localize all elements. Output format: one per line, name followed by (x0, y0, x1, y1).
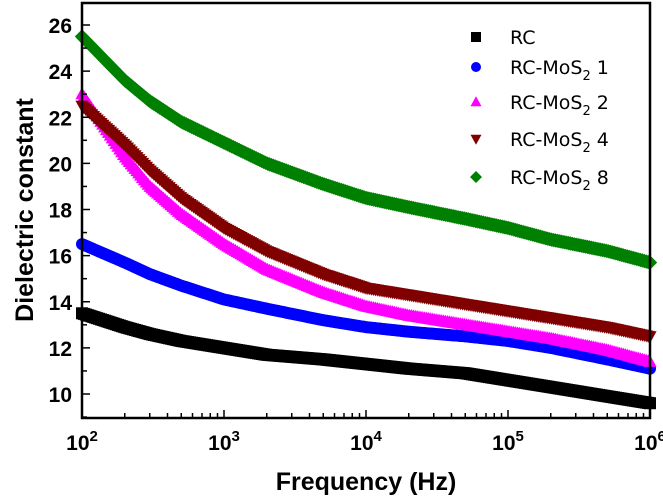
legend-marker-triangle-up (470, 96, 482, 107)
y-tick-label: 22 (49, 107, 72, 130)
legend-label: RC-MoS2 4 (510, 129, 609, 156)
y-tick-label: 26 (49, 15, 72, 38)
legend-label: RC-MoS2 8 (510, 167, 609, 194)
legend-marker-square (471, 32, 481, 42)
legend: RC RC-MoS2 1 RC-MoS2 2 RC-MoS2 4 RC-MoS2 8 (470, 27, 609, 194)
x-tick-label: 103 (208, 428, 240, 455)
y-tick-label: 20 (49, 153, 72, 176)
series-rc (76, 307, 656, 410)
legend-item: RC-MoS2 2 (470, 92, 609, 119)
legend-marker-triangle-down (470, 134, 482, 145)
legend-item: RC-MoS2 8 (470, 167, 609, 194)
series-rc-mos2-2 (75, 87, 657, 367)
y-tick-label: 16 (49, 246, 72, 269)
x-tick-label: 106 (634, 428, 663, 455)
y-tick-label: 18 (49, 200, 73, 223)
series-rc-mos2-8 (74, 29, 658, 270)
y-tick-label: 12 (49, 338, 72, 361)
x-axis-title: Frequency (Hz) (276, 468, 457, 496)
legend-marker-circle (471, 62, 481, 72)
x-tick-label: 105 (492, 428, 524, 455)
y-axis-title: Dielectric constant (11, 97, 39, 321)
series-layer (74, 29, 658, 410)
legend-label: RC-MoS2 1 (510, 57, 609, 84)
y-axis: 10 12 14 16 18 20 22 24 26 (49, 15, 90, 418)
y-tick-label: 10 (49, 384, 72, 407)
x-axis: 102 103 104 105 106 (66, 410, 663, 455)
legend-item: RC-MoS2 4 (470, 129, 609, 156)
legend-marker-diamond (470, 171, 482, 183)
y-tick-label: 14 (49, 292, 73, 315)
series-rc-mos2-1 (76, 238, 656, 375)
legend-item: RC-MoS2 1 (471, 57, 609, 84)
x-tick-label: 102 (66, 428, 98, 455)
y-tick-label: 24 (49, 61, 73, 84)
legend-label: RC-MoS2 2 (510, 92, 609, 119)
legend-item: RC (471, 27, 536, 49)
legend-label: RC (510, 27, 536, 49)
series-rc-mos2-4 (75, 100, 657, 344)
x-tick-label: 104 (350, 428, 382, 455)
